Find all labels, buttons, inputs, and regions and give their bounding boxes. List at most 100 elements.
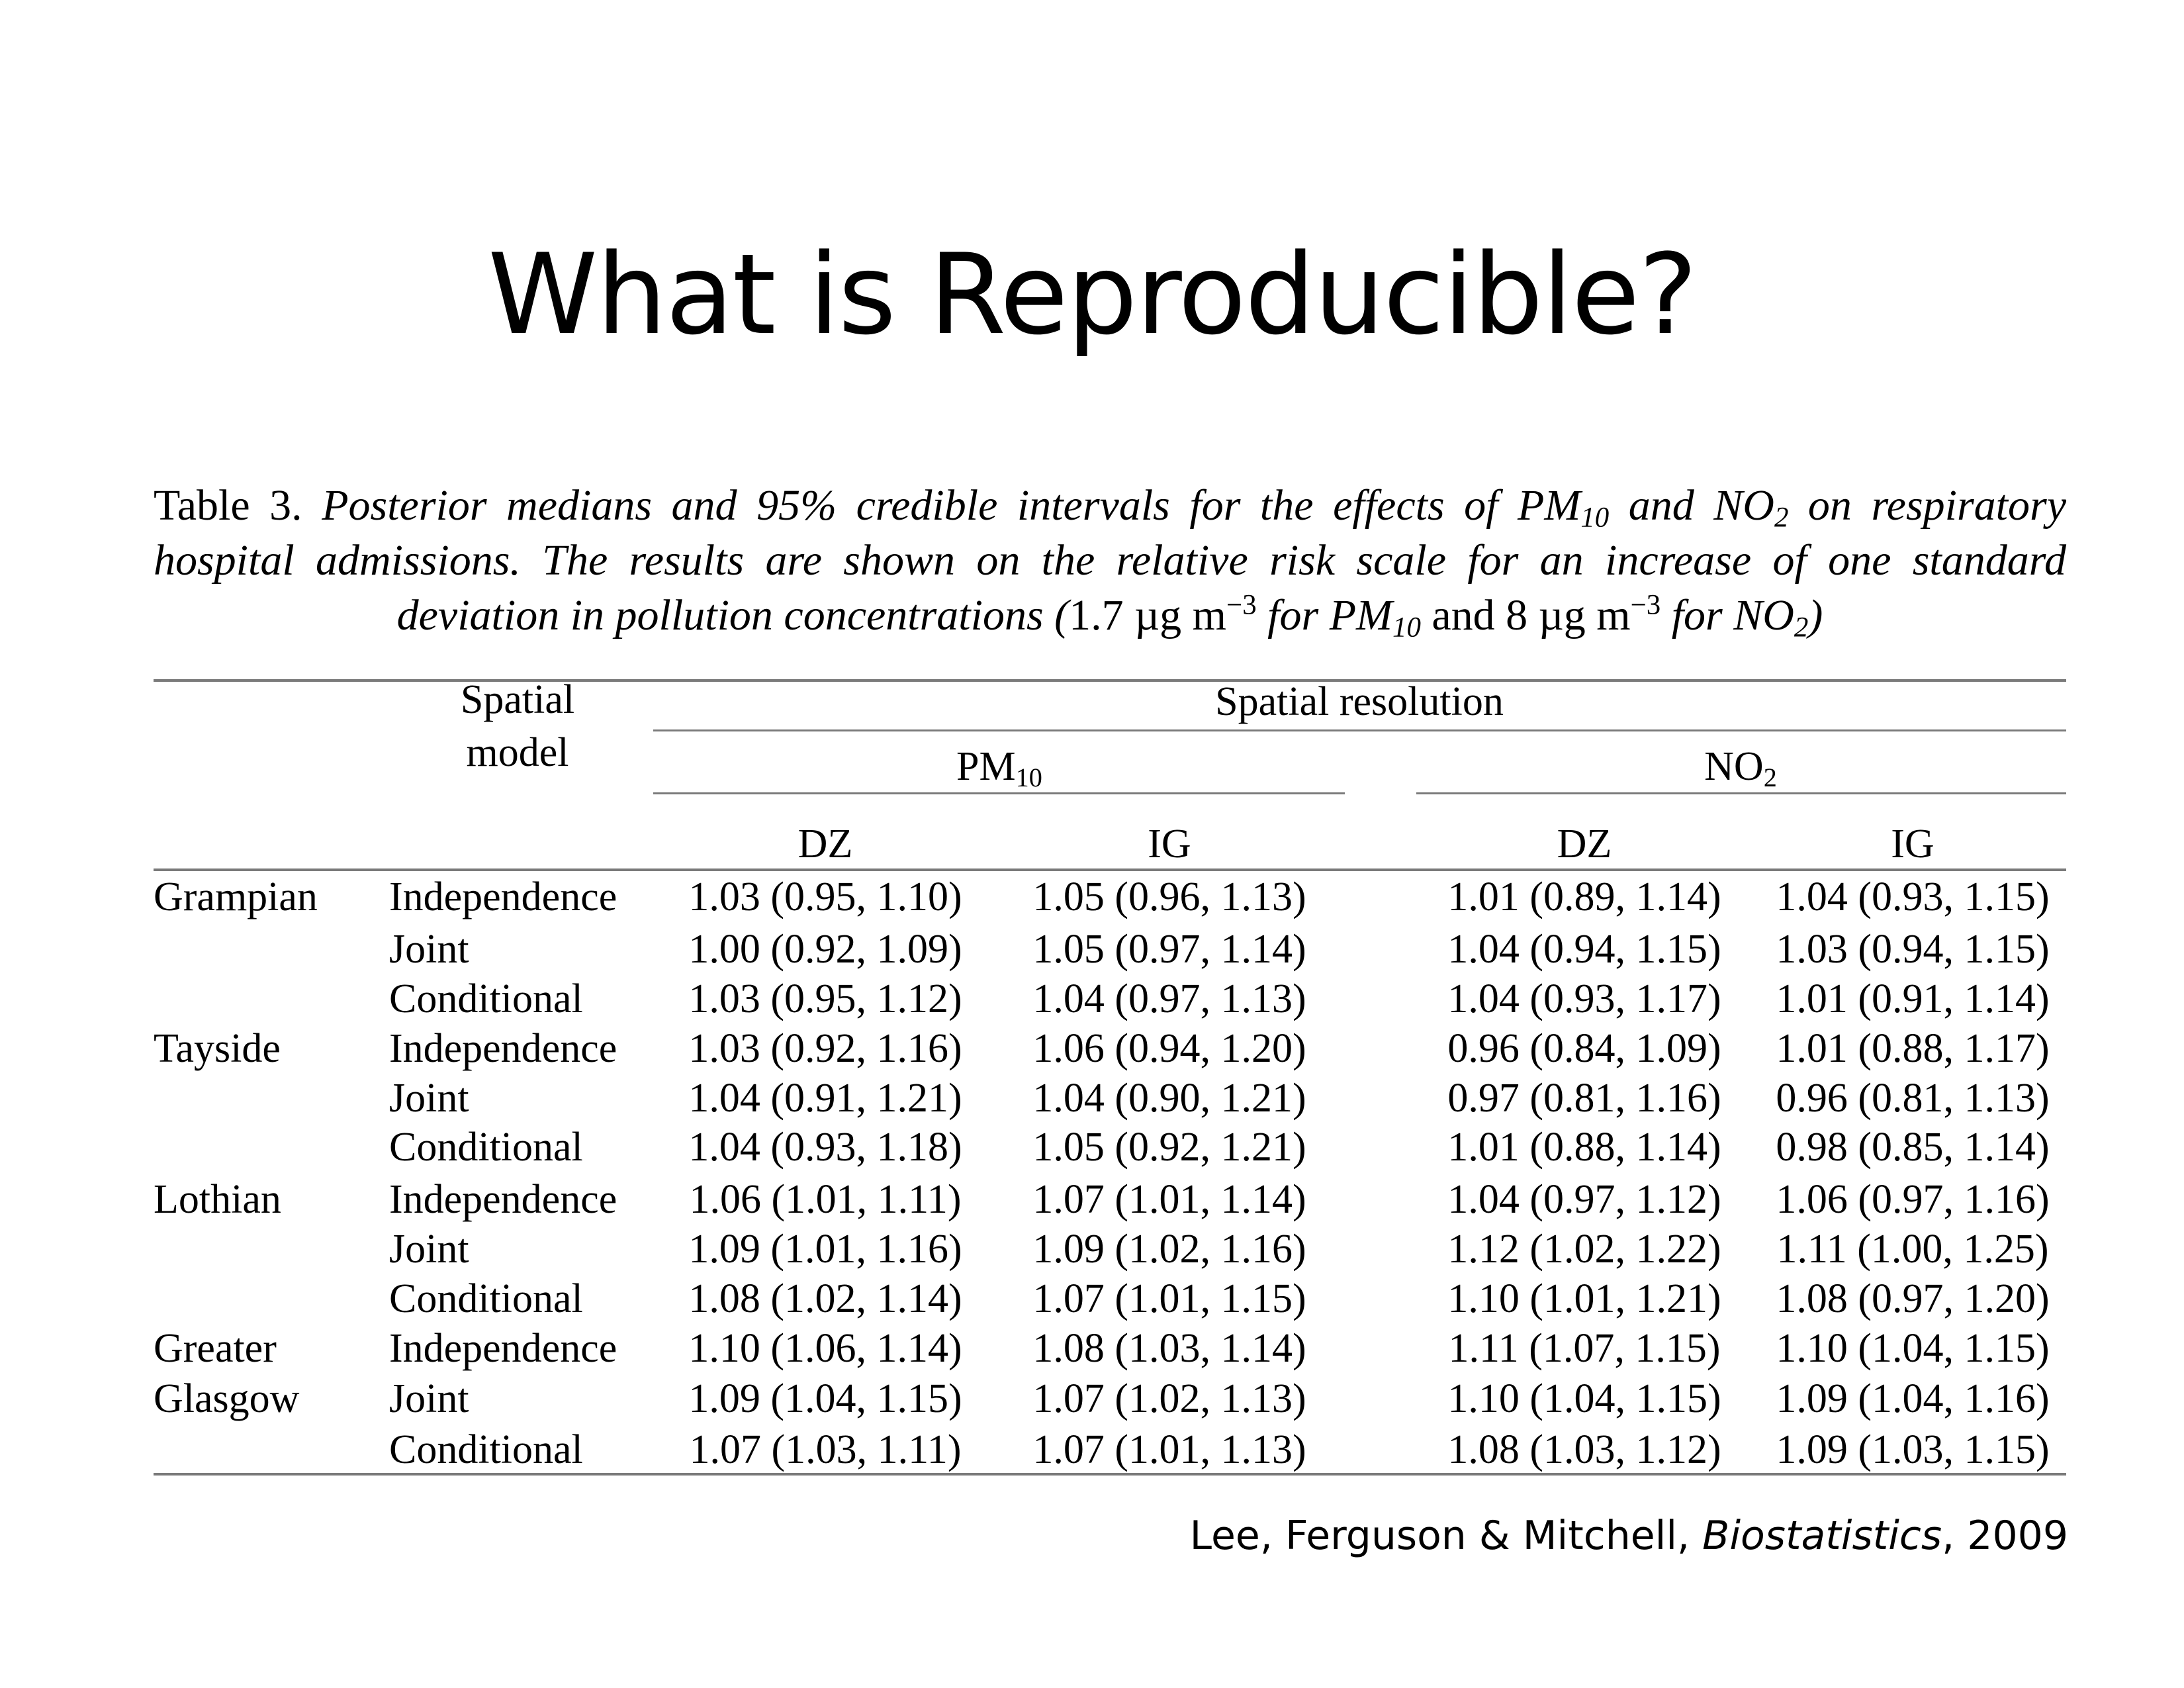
cell-pm-ig: 1.09 (1.02, 1.16) (1032, 1227, 1306, 1272)
cell-pm-ig: 1.05 (0.97, 1.14) (1032, 927, 1306, 972)
cell-region: Glasgow (154, 1376, 300, 1421)
cell-pm-dz: 1.03 (0.95, 1.12) (688, 976, 962, 1021)
cell-no-dz: 1.10 (1.04, 1.15) (1447, 1376, 1721, 1421)
table-bottom-rule (154, 1473, 2066, 1476)
cell-model: Independence (389, 1326, 617, 1371)
caption-sup-1: −3 (1226, 589, 1257, 621)
citation-year: , 2009 (1942, 1513, 2068, 1559)
table-top-rule (154, 679, 2066, 682)
cell-model: Independence (389, 1177, 617, 1222)
caption-sup-2: −3 (1630, 589, 1661, 621)
cell-pm-dz: 1.04 (0.91, 1.21) (688, 1076, 962, 1121)
citation: Lee, Ferguson & Mitchell, Biostatistics,… (1190, 1509, 2068, 1562)
cell-no-dz: 1.10 (1.01, 1.21) (1447, 1276, 1721, 1321)
cell-pm-ig: 1.07 (1.01, 1.14) (1032, 1177, 1306, 1222)
cell-pm-dz: 1.00 (0.92, 1.09) (688, 927, 962, 972)
citation-authors: Lee, Ferguson & Mitchell, (1189, 1513, 1703, 1559)
cell-pm-dz: 1.09 (1.01, 1.16) (688, 1227, 962, 1272)
cell-model: Conditional (389, 976, 583, 1021)
cell-no-ig: 0.98 (0.85, 1.14) (1776, 1125, 2050, 1170)
pm10-rule (653, 792, 1345, 794)
cell-pm-ig: 1.08 (1.03, 1.14) (1032, 1326, 1306, 1371)
cell-no-ig: 1.08 (0.97, 1.20) (1776, 1276, 2050, 1321)
caption-text-7: for NO (1661, 591, 1794, 639)
cell-pm-dz: 1.10 (1.06, 1.14) (688, 1326, 962, 1371)
cell-no-dz: 1.04 (0.97, 1.12) (1447, 1177, 1721, 1222)
no2-rule (1416, 792, 2066, 794)
caption-sub-2: 2 (1774, 502, 1789, 534)
header-spatial-model-line1: Spatial (460, 677, 575, 722)
header-pm10: PM10 (956, 742, 1042, 792)
cell-pm-ig: 1.07 (1.02, 1.13) (1032, 1376, 1306, 1421)
caption-label: Table 3. (154, 481, 302, 530)
header-pm-sub: 10 (1015, 763, 1042, 793)
header-no2: NO2 (1704, 742, 1777, 792)
header-spatial-resolution: Spatial resolution (1215, 679, 1504, 724)
cell-no-ig: 1.06 (0.97, 1.16) (1776, 1177, 2050, 1222)
cell-region: Grampian (154, 874, 318, 919)
cell-model: Joint (389, 1227, 469, 1272)
header-bottom-rule (154, 868, 2066, 871)
caption-sub-3: 10 (1392, 612, 1421, 643)
results-table: Spatial model Spatial resolution PM10 NO… (154, 675, 2066, 1489)
header-pm-label: PM (956, 744, 1016, 789)
cell-model: Independence (389, 1026, 617, 1071)
caption-text-5: for PM (1256, 591, 1392, 639)
header-pm-ig: IG (1148, 821, 1191, 867)
cell-region: Greater (154, 1326, 277, 1371)
header-no-sub: 2 (1763, 763, 1777, 793)
caption-text-6: and 8 µg m (1420, 591, 1631, 639)
header-no-label: NO (1704, 744, 1764, 789)
cell-no-dz: 1.08 (1.03, 1.12) (1447, 1427, 1721, 1472)
caption-sub-1: 10 (1580, 502, 1610, 534)
cell-no-dz: 0.96 (0.84, 1.09) (1447, 1026, 1721, 1071)
cell-pm-ig: 1.04 (0.97, 1.13) (1032, 976, 1306, 1021)
cell-pm-dz: 1.03 (0.92, 1.16) (688, 1026, 962, 1071)
cell-no-ig: 1.10 (1.04, 1.15) (1776, 1326, 2050, 1371)
cell-model: Joint (389, 1076, 469, 1121)
cell-no-dz: 1.01 (0.89, 1.14) (1447, 874, 1721, 919)
cell-pm-ig: 1.05 (0.92, 1.21) (1032, 1125, 1306, 1170)
cell-pm-dz: 1.03 (0.95, 1.10) (688, 874, 962, 919)
header-no-ig: IG (1891, 821, 1934, 867)
citation-journal: Biostatistics (1702, 1513, 1942, 1559)
cell-pm-dz: 1.04 (0.93, 1.18) (688, 1125, 962, 1170)
cell-no-ig: 1.11 (1.00, 1.25) (1776, 1227, 2049, 1272)
cell-pm-ig: 1.07 (1.01, 1.15) (1032, 1276, 1306, 1321)
cell-model: Independence (389, 874, 617, 919)
cell-no-dz: 0.97 (0.81, 1.16) (1447, 1076, 1721, 1121)
caption-text-4: 1.7 µg m (1069, 591, 1227, 639)
cell-no-ig: 1.04 (0.93, 1.15) (1776, 874, 2050, 919)
cell-no-dz: 1.04 (0.94, 1.15) (1447, 927, 1721, 972)
cell-no-ig: 1.03 (0.94, 1.15) (1776, 927, 2050, 972)
caption-text-8: ) (1808, 591, 1823, 639)
cell-pm-dz: 1.06 (1.01, 1.11) (689, 1177, 962, 1222)
cell-model: Joint (389, 1376, 469, 1421)
cell-model: Conditional (389, 1427, 583, 1472)
header-no-dz: DZ (1557, 821, 1612, 867)
cell-pm-ig: 1.04 (0.90, 1.21) (1032, 1076, 1306, 1121)
caption-sub-4: 2 (1794, 612, 1809, 643)
cell-no-ig: 1.09 (1.03, 1.15) (1776, 1427, 2050, 1472)
cell-no-dz: 1.11 (1.07, 1.15) (1448, 1326, 1721, 1371)
cell-model: Joint (389, 927, 469, 972)
cell-no-dz: 1.04 (0.93, 1.17) (1447, 976, 1721, 1021)
cell-no-ig: 1.09 (1.04, 1.16) (1776, 1376, 2050, 1421)
spatial-resolution-rule (653, 729, 2066, 731)
cell-pm-dz: 1.09 (1.04, 1.15) (688, 1376, 962, 1421)
cell-no-ig: 1.01 (0.91, 1.14) (1776, 976, 2050, 1021)
caption-text-3: on respiratory hospital admissions. The … (154, 481, 2066, 639)
cell-pm-dz: 1.07 (1.03, 1.11) (689, 1427, 962, 1472)
cell-pm-ig: 1.05 (0.96, 1.13) (1032, 874, 1306, 919)
cell-no-ig: 0.96 (0.81, 1.13) (1776, 1076, 2050, 1121)
cell-no-dz: 1.01 (0.88, 1.14) (1447, 1125, 1721, 1170)
caption-text-1: Posterior medians and 95% credible inter… (322, 481, 1581, 530)
cell-no-dz: 1.12 (1.02, 1.22) (1447, 1227, 1721, 1272)
slide-title: What is Reproducible? (488, 230, 1698, 359)
cell-pm-dz: 1.08 (1.02, 1.14) (688, 1276, 962, 1321)
cell-model: Conditional (389, 1125, 583, 1170)
cell-pm-ig: 1.06 (0.94, 1.20) (1032, 1026, 1306, 1071)
cell-model: Conditional (389, 1276, 583, 1321)
table-caption: Table 3. Posterior medians and 95% credi… (154, 478, 2066, 643)
cell-pm-ig: 1.07 (1.01, 1.13) (1032, 1427, 1306, 1472)
